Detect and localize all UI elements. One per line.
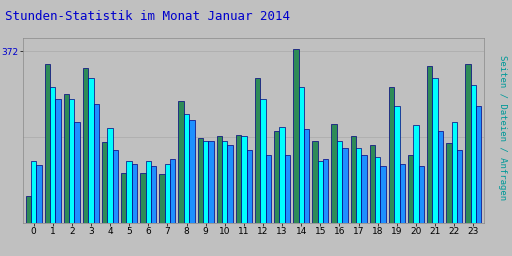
Bar	[375, 157, 380, 223]
Bar	[266, 155, 271, 223]
Bar	[389, 87, 394, 223]
Bar	[179, 101, 184, 223]
Bar	[438, 132, 443, 223]
Bar	[452, 122, 457, 223]
Bar	[312, 141, 317, 223]
Bar	[337, 141, 342, 223]
Bar	[471, 86, 476, 223]
Bar	[74, 122, 80, 223]
Bar	[159, 174, 165, 223]
Bar	[83, 68, 88, 223]
Bar	[370, 145, 375, 223]
Bar	[222, 141, 227, 223]
Bar	[170, 159, 176, 223]
Bar	[304, 129, 309, 223]
Bar	[94, 104, 99, 223]
Bar	[165, 164, 170, 223]
Bar	[203, 141, 208, 223]
Bar	[298, 87, 304, 223]
Bar	[356, 148, 361, 223]
Bar	[317, 162, 323, 223]
Bar	[323, 159, 328, 223]
Bar	[351, 136, 356, 223]
Bar	[26, 196, 31, 223]
Bar	[408, 155, 413, 223]
Bar	[113, 150, 118, 223]
Bar	[208, 141, 214, 223]
Bar	[236, 135, 241, 223]
Bar	[31, 161, 36, 223]
Bar	[241, 136, 247, 223]
Bar	[140, 173, 145, 223]
Bar	[399, 164, 405, 223]
Bar	[132, 164, 137, 223]
Bar	[50, 87, 55, 223]
Bar	[102, 142, 108, 223]
Bar	[255, 78, 260, 223]
Bar	[247, 150, 252, 223]
Bar	[380, 166, 386, 223]
Bar	[457, 150, 462, 223]
Bar	[446, 143, 452, 223]
Bar	[361, 155, 367, 223]
Bar	[331, 124, 337, 223]
Bar	[285, 155, 290, 223]
Bar	[88, 78, 94, 223]
Bar	[280, 127, 285, 223]
Bar	[413, 125, 419, 223]
Bar	[36, 165, 41, 223]
Bar	[121, 173, 126, 223]
Bar	[476, 106, 481, 223]
Text: Seiten / Dateien / Anfragen: Seiten / Dateien / Anfragen	[498, 56, 507, 200]
Bar	[274, 132, 280, 223]
Bar	[69, 99, 74, 223]
Bar	[342, 148, 348, 223]
Bar	[151, 166, 156, 223]
Bar	[145, 162, 151, 223]
Bar	[465, 64, 471, 223]
Bar	[64, 94, 69, 223]
Bar	[433, 78, 438, 223]
Bar	[427, 66, 433, 223]
Text: Stunden-Statistik im Monat Januar 2014: Stunden-Statistik im Monat Januar 2014	[5, 10, 290, 23]
Bar	[45, 64, 50, 223]
Bar	[198, 138, 203, 223]
Bar	[217, 136, 222, 223]
Bar	[108, 128, 113, 223]
Bar	[227, 145, 233, 223]
Bar	[189, 120, 195, 223]
Bar	[126, 161, 132, 223]
Bar	[55, 99, 61, 223]
Bar	[184, 114, 189, 223]
Bar	[394, 106, 399, 223]
Bar	[419, 166, 424, 223]
Bar	[260, 99, 266, 223]
Bar	[293, 49, 298, 223]
